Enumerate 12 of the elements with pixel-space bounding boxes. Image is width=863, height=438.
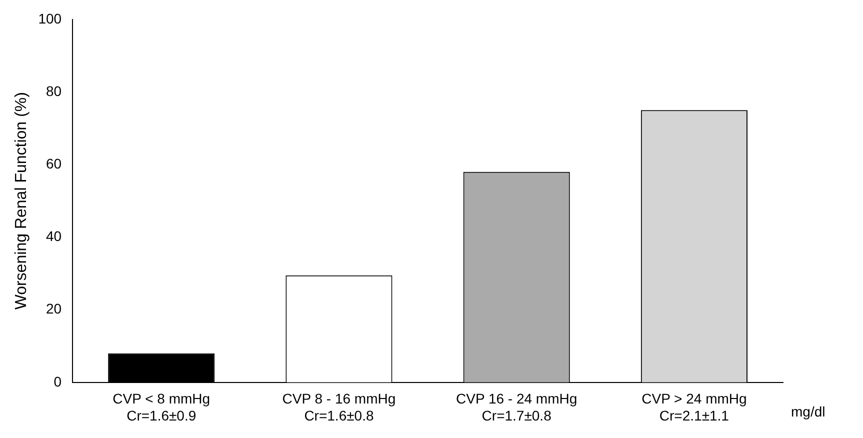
- y-tick-label: 0: [54, 373, 62, 390]
- y-tick-label: 80: [46, 82, 62, 99]
- x-tick-label: CVP < 8 mmHg Cr=1.6±0.9: [112, 390, 210, 424]
- x-tick-label: CVP 16 - 24 mmHg Cr=1.7±0.8: [456, 390, 578, 424]
- y-tick-label: 20: [46, 300, 62, 317]
- y-tick-label: 60: [46, 155, 62, 172]
- x-tick-label: CVP > 24 mmHg Cr=2.1±1.1: [642, 390, 747, 424]
- y-tick-label: 40: [46, 228, 62, 244]
- text: mg/dl: [791, 403, 826, 420]
- x-tick-label: CVP 8 - 16 mmHg Cr=1.6±0.8: [282, 390, 396, 424]
- y-axis-title: Worsening Renal Function (%): [13, 92, 30, 310]
- y-tick-label: 100: [38, 10, 62, 26]
